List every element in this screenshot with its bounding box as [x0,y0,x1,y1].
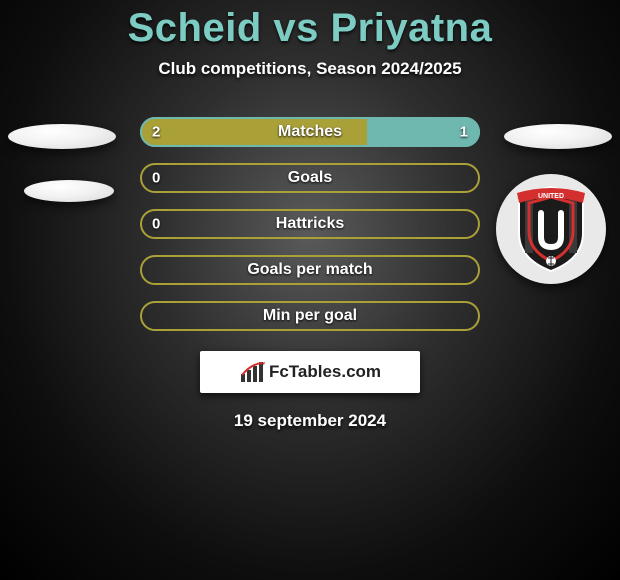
stat-label: Goals [288,169,332,187]
stat-value-left: 2 [152,124,160,141]
stat-value-right: 1 [460,124,468,141]
stat-value-left: 0 [152,170,160,187]
player-left-badge-2 [24,180,114,202]
page-title: Scheid vs Priyatna [0,6,620,51]
stat-bar: Matches 2 1 [140,117,480,147]
subtitle: Club competitions, Season 2024/2025 [0,59,620,79]
player-right-badge-1 [504,124,612,149]
club-logo: UNITED [496,174,606,284]
stat-value-left: 0 [152,216,160,233]
stat-label: Min per goal [263,307,357,325]
fctables-watermark: FcTables.com [200,351,420,393]
fctables-bars-icon [239,360,267,384]
stat-bar: Min per goal [140,301,480,331]
stat-label: Hattricks [276,215,344,233]
stat-row: Min per goal [0,293,620,339]
player-left-badge-1 [8,124,116,149]
stat-bar: Goals 0 [140,163,480,193]
comparison-card: Scheid vs Priyatna Club competitions, Se… [0,0,620,580]
stat-label: Goals per match [247,261,372,279]
stat-bar: Goals per match [140,255,480,285]
club-crest-icon: UNITED [511,183,591,275]
date-label: 19 september 2024 [0,411,620,431]
fctables-label: FcTables.com [269,362,381,382]
svg-text:UNITED: UNITED [538,193,564,200]
stat-bar: Hattricks 0 [140,209,480,239]
stat-label: Matches [278,123,342,141]
